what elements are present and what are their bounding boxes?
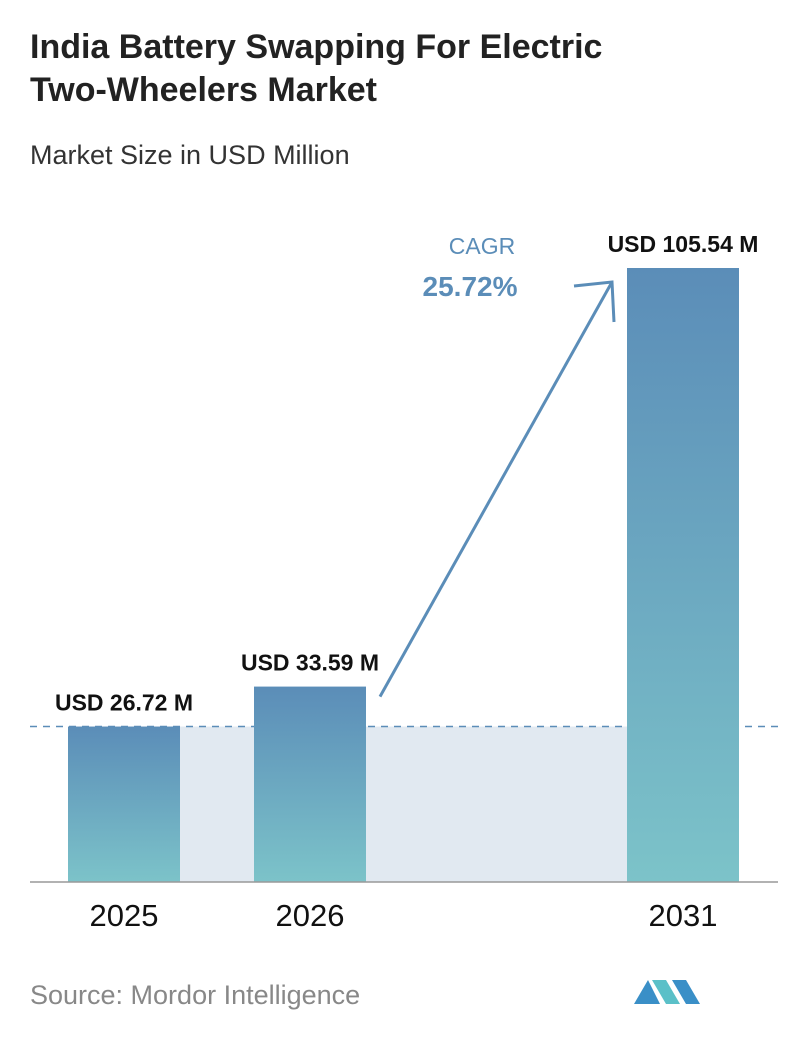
chart-subtitle: Market Size in USD Million [30, 140, 350, 170]
logo [634, 980, 700, 1004]
value-label: USD 105.54 M [608, 231, 759, 257]
x-tick-label: 2026 [276, 898, 345, 933]
bar [68, 726, 180, 882]
x-tick-label: 2031 [649, 898, 718, 933]
x-tick-label: 2025 [90, 898, 159, 933]
bar [627, 268, 739, 882]
bar [254, 686, 366, 882]
source: Source: Mordor Intelligence [30, 980, 360, 1010]
value-label: USD 33.59 M [241, 650, 379, 676]
cagr-arrow [378, 281, 614, 698]
chart-title: India Battery Swapping For Electric Two-W… [30, 28, 602, 109]
value-label: USD 26.72 M [55, 690, 193, 716]
cagr-arrowhead [573, 280, 616, 323]
cagr-label: CAGR [449, 233, 515, 259]
cagr-value: 25.72% [423, 271, 518, 302]
